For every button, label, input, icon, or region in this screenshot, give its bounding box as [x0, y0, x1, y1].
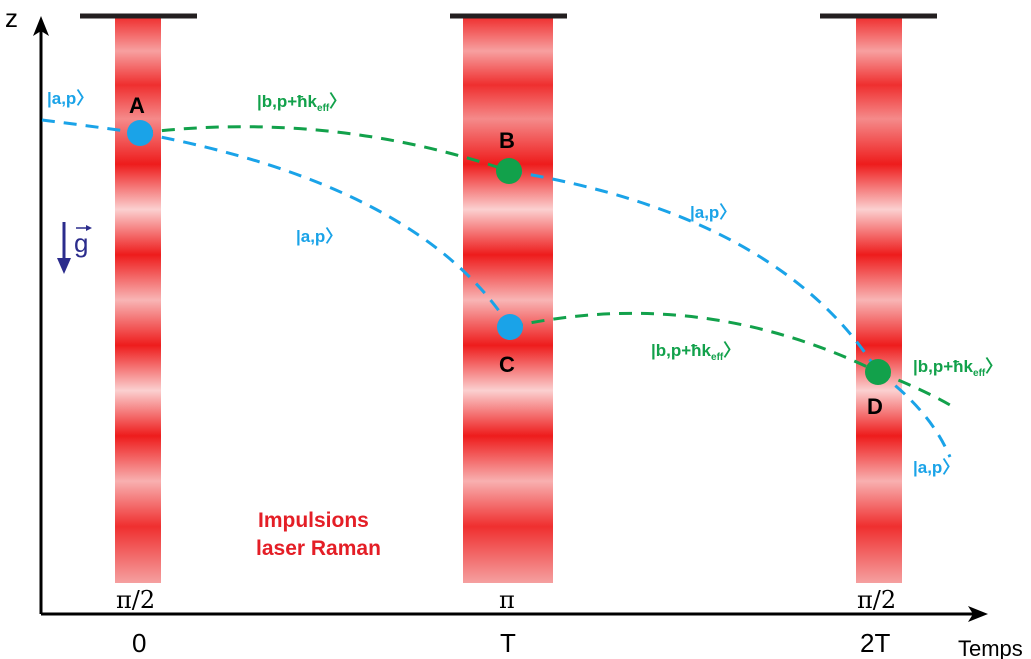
state-label-b-upper-close: 〉: [329, 91, 346, 111]
raman-caption-line2: laser Raman: [256, 537, 381, 560]
tick-label-t: T: [500, 628, 516, 658]
x-axis-label: Temps: [958, 636, 1023, 659]
trajectory-b-to-d: [508, 169, 880, 373]
gravity-arrowhead: [57, 258, 71, 274]
pulse-beam-3: [856, 17, 902, 583]
state-label-b-output-sub: eff: [973, 368, 986, 379]
state-label-b-lower-sub: eff: [711, 352, 724, 363]
state-label-b-output: |b,p+ħkeff〉: [913, 356, 1002, 379]
trajectory-a-to-c: [139, 131, 512, 328]
point-c: [497, 314, 523, 340]
tick-label-0: 0: [132, 628, 146, 658]
pulse-label-2: π: [499, 586, 515, 614]
point-a: [127, 120, 153, 146]
state-label-b-upper-sub: eff: [317, 103, 330, 114]
trajectory-a-to-b: [139, 125, 510, 173]
state-label-b-output-close: 〉: [985, 356, 1002, 376]
trajectory-c-to-d: [509, 311, 879, 374]
pulse-label-1: π/2: [116, 586, 155, 614]
point-d-label: D: [867, 394, 883, 419]
state-label-a-upper: |a,p〉: [690, 202, 736, 222]
tick-label-2t: 2T: [860, 628, 890, 658]
state-label-b-upper-main: |b,p+ħk: [257, 92, 318, 111]
point-b: [496, 158, 522, 184]
x-axis-arrowhead: [968, 606, 988, 622]
state-label-b-output-main: |b,p+ħk: [913, 357, 974, 376]
y-axis-arrowhead: [33, 16, 49, 36]
pulse-label-3: π/2: [857, 586, 896, 614]
point-a-label: A: [129, 93, 145, 118]
point-c-label: C: [499, 352, 515, 377]
gravity-vector-head: [86, 225, 92, 231]
state-label-a-initial: |a,p〉: [47, 88, 93, 108]
state-label-b-lower-main: |b,p+ħk: [651, 341, 712, 360]
point-d: [865, 359, 891, 385]
gravity-label: g: [74, 228, 88, 258]
state-label-a-output: |a,p〉: [913, 457, 959, 477]
point-b-label: B: [499, 128, 515, 153]
state-label-b-lower-close: 〉: [723, 340, 740, 360]
state-label-b-upper: |b,p+ħkeff〉: [257, 91, 346, 114]
pulse-beam-2: [463, 17, 553, 583]
state-label-a-lower: |a,p〉: [296, 226, 342, 246]
y-axis-label: z: [5, 3, 18, 33]
pulse-beam-1: [115, 17, 161, 583]
state-label-b-lower: |b,p+ħkeff〉: [651, 340, 740, 363]
raman-caption-line1: Impulsions: [258, 509, 369, 532]
